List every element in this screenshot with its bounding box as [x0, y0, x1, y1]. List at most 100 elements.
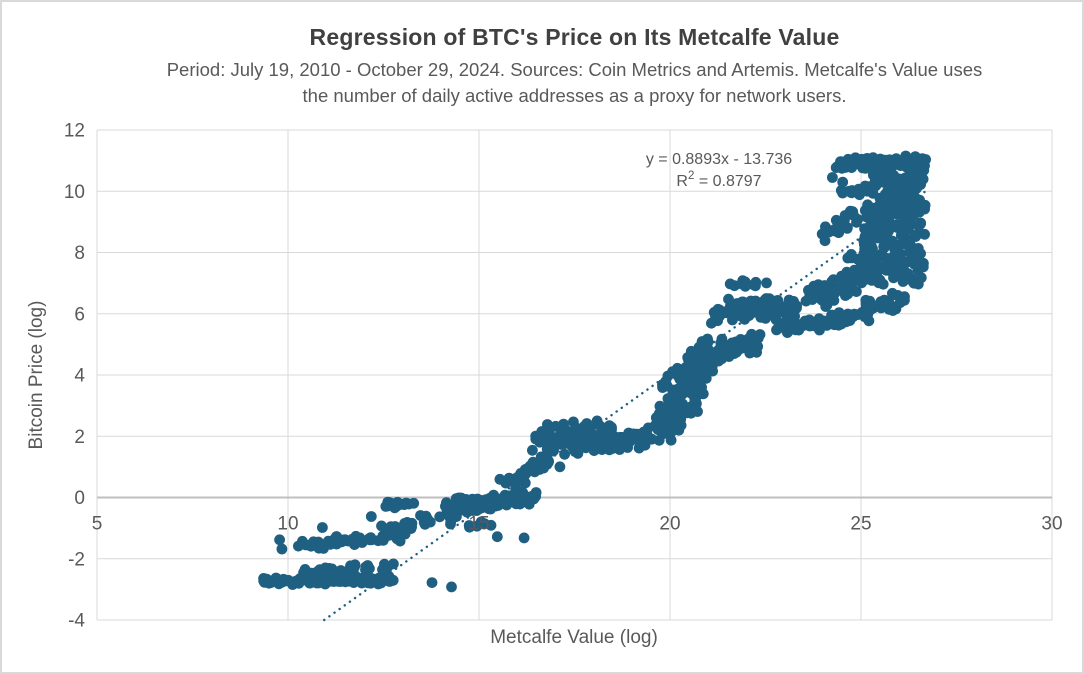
scatter-point	[420, 513, 432, 525]
x-axis-title: Metcalfe Value (log)	[490, 627, 658, 648]
scatter-point	[864, 295, 876, 307]
scatter-point	[276, 543, 288, 555]
scatter-point	[846, 271, 858, 283]
scatter-point	[689, 396, 701, 408]
scatter-point	[866, 202, 877, 214]
scatter-point	[389, 521, 401, 532]
regression-trendline	[323, 189, 928, 622]
scatter-point	[317, 522, 328, 533]
scatter-point	[828, 274, 839, 285]
scatter-point	[665, 434, 677, 446]
scatter-point	[706, 364, 717, 376]
scatter-point	[716, 333, 728, 345]
y-tick-label: 2	[74, 427, 85, 448]
scatter-point	[326, 563, 338, 575]
scatter-point	[591, 415, 603, 427]
scatter-points	[258, 150, 931, 593]
y-tick-label: 0	[74, 488, 85, 509]
scatter-point	[761, 277, 772, 289]
scatter-point	[696, 336, 708, 347]
scatter-point	[639, 439, 651, 451]
scatter-point	[335, 534, 347, 546]
scatter-point	[866, 251, 878, 263]
scatter-point	[527, 456, 539, 468]
scatter-point	[543, 455, 554, 467]
scatter-point	[349, 559, 361, 571]
scatter-point	[907, 194, 919, 206]
gridlines	[96, 129, 1053, 621]
scatter-point	[825, 312, 837, 323]
scatter-point	[887, 289, 899, 301]
scatter-point	[362, 560, 374, 571]
scatter-point	[804, 317, 816, 328]
trendline-equation: y = 0.8893x - 13.736	[646, 151, 792, 168]
y-tick-label: 4	[74, 366, 85, 387]
x-tick-label: 20	[659, 514, 680, 535]
scatter-point	[548, 445, 559, 456]
scatter-point	[859, 180, 871, 192]
scatter-point	[723, 293, 734, 305]
scatter-point	[434, 511, 446, 523]
scatter-point	[731, 298, 743, 309]
scatter-point	[899, 291, 910, 303]
scatter-point	[518, 532, 530, 544]
scatter-point	[909, 229, 921, 241]
scatter-point	[668, 388, 679, 400]
y-tick-label: 12	[64, 121, 85, 142]
scatter-point	[426, 577, 438, 588]
scatter-point	[365, 532, 377, 544]
scatter-point	[379, 558, 390, 570]
scatter-point	[274, 534, 285, 546]
scatter-point	[819, 235, 831, 247]
scatter-point	[859, 267, 871, 279]
scatter-point	[824, 284, 836, 296]
scatter-point	[527, 444, 538, 456]
scatter-point	[365, 511, 377, 522]
scatter-point	[859, 243, 871, 254]
r-squared-label: R2 = 0.8797	[676, 170, 761, 190]
scatter-point	[568, 416, 579, 428]
scatter-point	[293, 540, 304, 552]
x-tick-label: 30	[1041, 514, 1062, 535]
scatter-point	[687, 358, 698, 369]
scatter-point	[915, 217, 926, 229]
scatter-point	[597, 440, 609, 452]
scatter-point	[898, 188, 910, 200]
scatter-point	[890, 303, 902, 315]
x-tick-label: 10	[277, 514, 298, 535]
scatter-point	[847, 206, 859, 218]
y-tick-label: 8	[74, 243, 85, 264]
scatter-point	[712, 306, 724, 318]
scatter-point	[623, 427, 635, 439]
scatter-point	[902, 268, 914, 279]
scatter-point	[873, 277, 885, 289]
scatter-point	[527, 490, 538, 502]
scatter-point	[543, 424, 554, 436]
scatter-point	[559, 448, 570, 460]
scatter-point	[910, 160, 922, 172]
scatter-point	[845, 249, 857, 260]
scatter-point	[895, 238, 907, 250]
scatter-point	[791, 300, 802, 312]
scatter-point	[759, 294, 770, 306]
y-axis-title: Bitcoin Price (log)	[26, 301, 47, 450]
scatter-point	[840, 281, 851, 293]
scatter-point	[919, 160, 930, 172]
scatter-point	[724, 278, 736, 290]
scatter-point	[406, 521, 417, 533]
scatter-point	[391, 499, 403, 511]
scatter-point	[780, 324, 792, 336]
scatter-point	[491, 531, 503, 543]
scatter-point	[776, 306, 788, 317]
scatter-point	[746, 330, 758, 341]
scatter-point	[446, 581, 457, 593]
scatter-point	[672, 362, 683, 374]
scatter-point	[350, 530, 362, 542]
y-tick-label: -4	[68, 611, 85, 632]
scatter-point	[827, 172, 838, 183]
scatter-point	[669, 408, 681, 420]
scatter-point	[653, 434, 665, 446]
